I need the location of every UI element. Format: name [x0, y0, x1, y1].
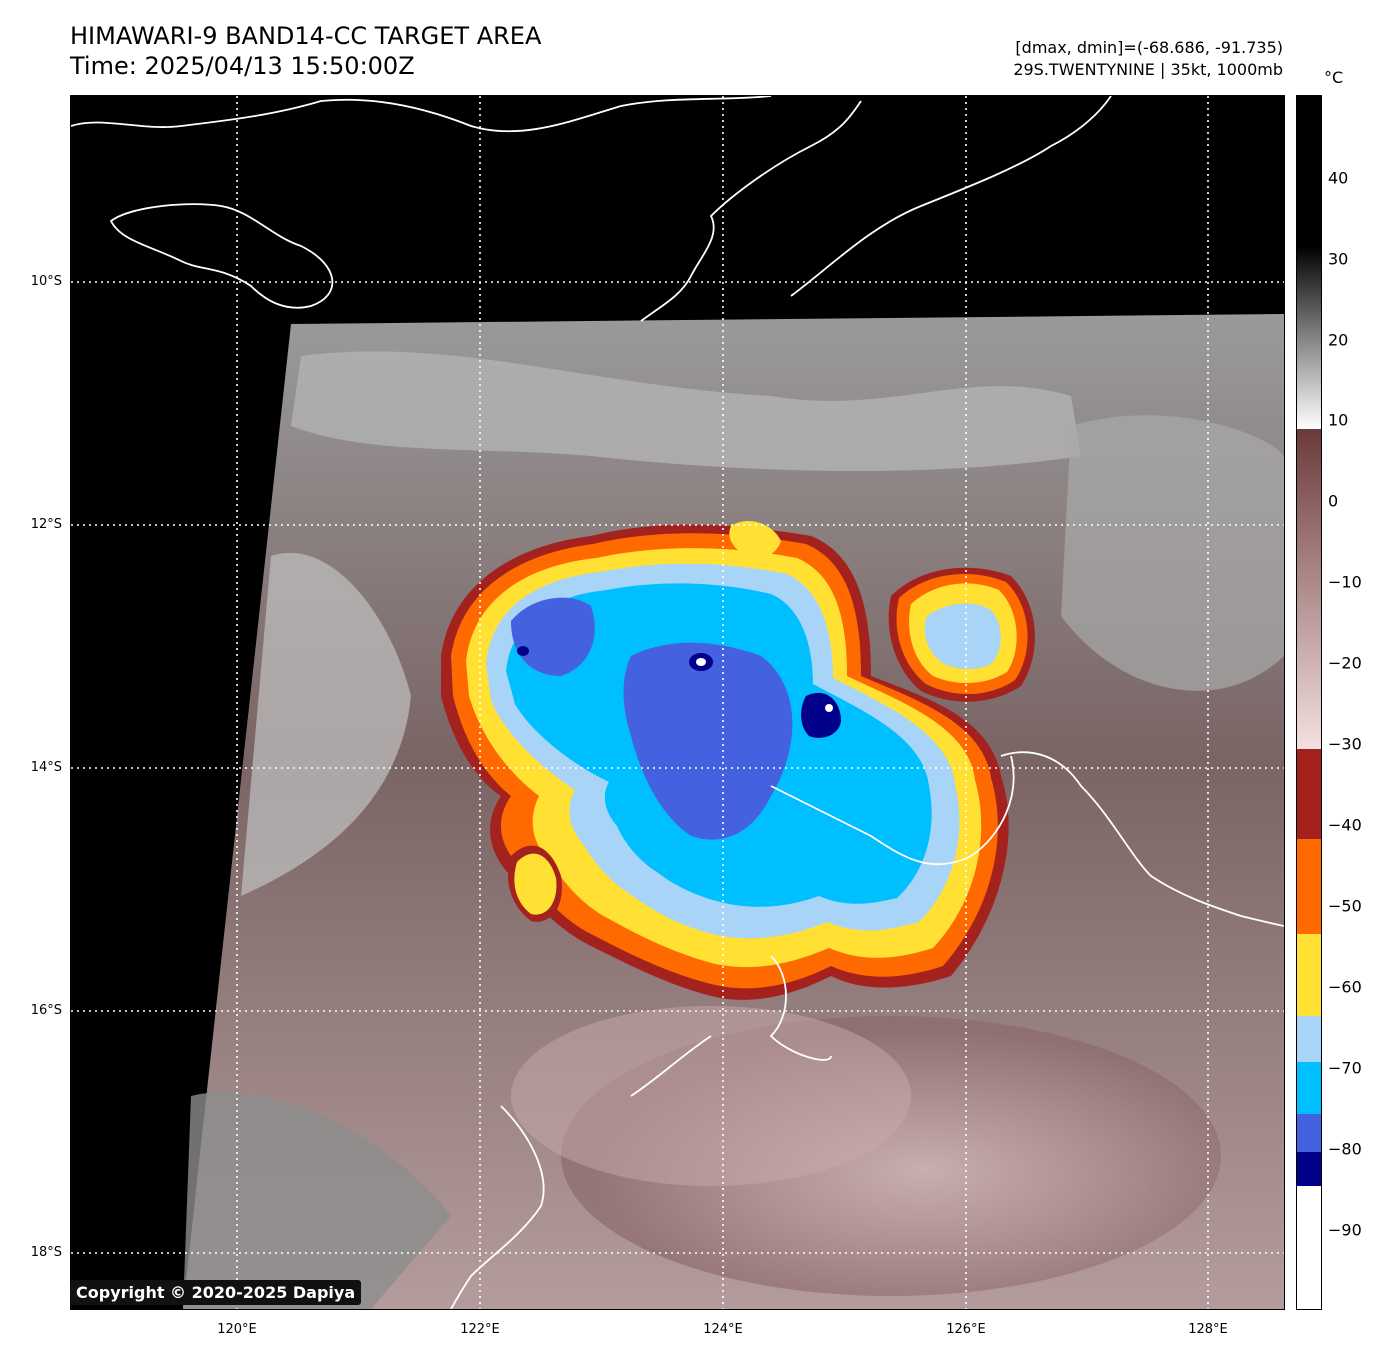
lon-label-122e: 122°E: [460, 1322, 500, 1337]
lat-label-14s: 14°S: [30, 760, 62, 775]
colorbar-tick: −20: [1328, 653, 1362, 673]
colorbar-unit: °C: [1324, 68, 1344, 87]
colorbar-tick: −70: [1328, 1058, 1362, 1078]
satellite-map[interactable]: [70, 95, 1285, 1310]
lat-label-10s: 10°S: [30, 274, 62, 289]
coastlines: [71, 96, 1284, 1309]
satellite-image: [71, 96, 1284, 1309]
colorbar-tick: 20: [1328, 330, 1349, 350]
lon-label-128e: 128°E: [1188, 1322, 1228, 1337]
lat-label-12s: 12°S: [30, 517, 62, 532]
graticule: [71, 96, 1284, 1309]
lon-label-124e: 124°E: [703, 1322, 743, 1337]
colorbar-tick: −10: [1328, 572, 1362, 592]
colorbar-tick: 0: [1328, 491, 1339, 511]
colorbar: [1296, 95, 1322, 1310]
colorbar-tick: 30: [1328, 249, 1349, 269]
chart-title: HIMAWARI-9 BAND14-CC TARGET AREA: [70, 22, 542, 50]
colorbar-tick: −80: [1328, 1139, 1362, 1159]
colorbar-tick: −50: [1328, 896, 1362, 916]
colorbar-tick: −30: [1328, 734, 1362, 754]
colorbar-tick: −60: [1328, 977, 1362, 997]
storm-info: 29S.TWENTYNINE | 35kt, 1000mb: [1013, 60, 1283, 79]
colorbar-tick: −40: [1328, 815, 1362, 835]
lon-label-120e: 120°E: [217, 1322, 257, 1337]
colorbar-tick: 10: [1328, 410, 1349, 430]
lat-label-16s: 16°S: [30, 1003, 62, 1018]
colorbar-tick: −90: [1328, 1220, 1362, 1240]
copyright-notice: Copyright © 2020-2025 Dapiya: [70, 1280, 362, 1305]
chart-time: Time: 2025/04/13 15:50:00Z: [70, 52, 415, 80]
lon-label-126e: 126°E: [946, 1322, 986, 1337]
lat-label-18s: 18°S: [30, 1245, 62, 1260]
colorbar-tick: 40: [1328, 168, 1349, 188]
data-range: [dmax, dmin]=(-68.686, -91.735): [1015, 38, 1283, 57]
